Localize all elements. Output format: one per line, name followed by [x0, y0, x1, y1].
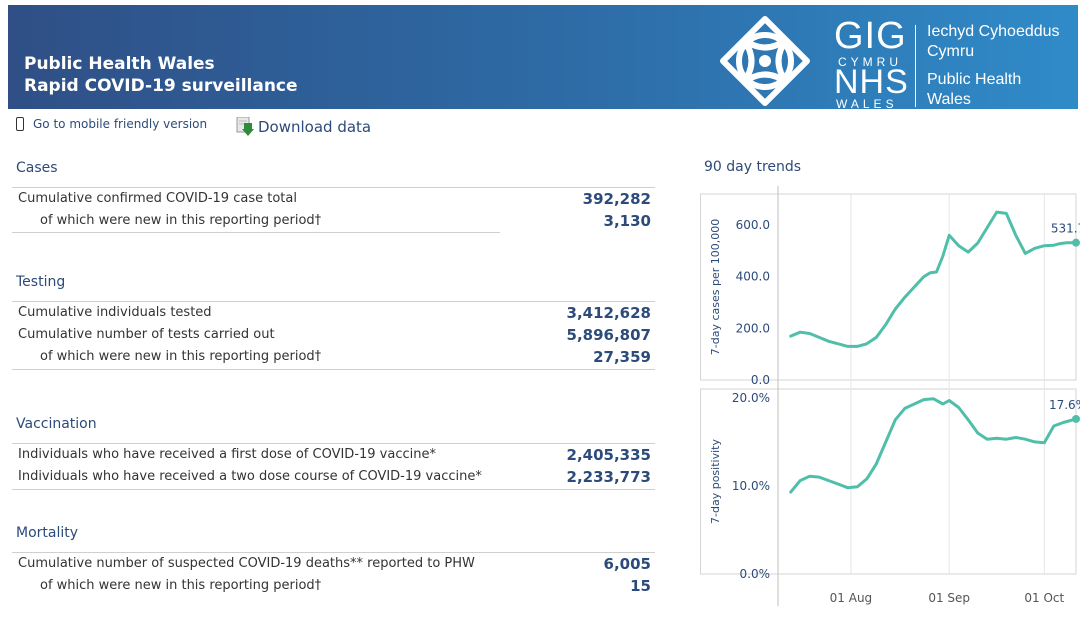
- chart-y-tick-label: 600.0: [736, 218, 770, 232]
- cases-new-row: of which were new in this reporting peri…: [12, 210, 655, 232]
- chart-series-line-cases: [789, 210, 1078, 348]
- chart-y-tick-label: 0.0: [751, 373, 770, 387]
- chart-y-tick-label: 20.0%: [732, 391, 770, 405]
- chart-x-tick-label: 01 Sep: [928, 591, 970, 605]
- chart-y-tick-label: 10.0%: [732, 479, 770, 493]
- logo-wales-text: WALES: [836, 97, 898, 111]
- row-value: 3,412,628: [566, 304, 651, 322]
- org-name-english-line1: Public Health: [927, 71, 1022, 88]
- page-subtitle: Rapid COVID-19 surveillance: [24, 76, 298, 96]
- trends-title: 90 day trends: [704, 159, 802, 175]
- chart-end-value-label-positivity: 17.6%: [1049, 398, 1080, 412]
- chart-panel-frame: [700, 193, 1077, 381]
- row-value: 15: [630, 577, 651, 595]
- vaccination-two-dose-row: Individuals who have received a two dose…: [12, 466, 655, 488]
- mortality-new-row: of which were new in this reporting peri…: [12, 575, 655, 597]
- logo-divider: [915, 25, 916, 107]
- chart-x-tick-label: 01 Oct: [1024, 591, 1064, 605]
- celtic-knot-logo-icon: [720, 16, 810, 106]
- row-value: 27,359: [593, 348, 651, 366]
- vaccination-first-dose-row: Individuals who have received a first do…: [12, 444, 655, 466]
- row-label: Individuals who have received a two dose…: [18, 469, 482, 484]
- testing-section-title: Testing: [16, 274, 66, 290]
- row-value: 2,405,335: [566, 446, 651, 464]
- divider: [12, 232, 500, 233]
- chart-y-tick-label: 0.0%: [740, 567, 771, 581]
- divider: [12, 301, 655, 302]
- mobile-version-label: Go to mobile friendly version: [33, 117, 208, 131]
- chart-end-point-positivity: [1072, 414, 1080, 423]
- download-icon: [236, 117, 254, 136]
- logo-gig-text: GIG: [834, 15, 907, 57]
- mobile-version-link[interactable]: Go to mobile friendly version: [16, 117, 207, 131]
- chart-end-value-label-cases: 531.7: [1051, 222, 1080, 236]
- trends-chart: 01 Aug 01 Sep 01 Oct 0.0 200.0 400.0 600.0 7-da…: [700, 186, 1080, 606]
- row-label: Cumulative individuals tested: [18, 305, 212, 320]
- chart-y-tick-label: 200.0: [736, 321, 770, 335]
- testing-new-row: of which were new in this reporting peri…: [12, 346, 655, 368]
- mobile-phone-icon: [16, 117, 24, 131]
- org-name-welsh-line1: Iechyd Cyhoeddus: [927, 23, 1060, 40]
- org-name-welsh-line2: Cymru: [927, 43, 975, 60]
- cases-cumulative-row: Cumulative confirmed COVID-19 case total…: [12, 188, 655, 210]
- divider: [12, 369, 655, 370]
- chart-y-axis-label: 7-day positivity: [709, 439, 722, 524]
- row-label: of which were new in this reporting peri…: [40, 578, 322, 593]
- org-name-english-line2: Wales: [927, 91, 971, 108]
- row-label: of which were new in this reporting peri…: [40, 213, 322, 228]
- row-value: 392,282: [582, 190, 651, 208]
- chart-y-tick-label: 400.0: [736, 270, 770, 284]
- chart-x-tick-label: 01 Aug: [830, 591, 873, 605]
- row-label: Cumulative confirmed COVID-19 case total: [18, 191, 297, 206]
- logo-cymru-text: CYMRU: [838, 55, 902, 69]
- header-banner: Public Health Wales Rapid COVID-19 surve…: [8, 5, 1078, 111]
- chart-panel-frame: [700, 388, 1077, 575]
- download-data-label: Download data: [258, 118, 372, 136]
- row-value: 3,130: [603, 212, 651, 230]
- row-label: Cumulative number of suspected COVID-19 …: [18, 556, 475, 571]
- cases-section-title: Cases: [16, 160, 58, 176]
- mortality-cumulative-row: Cumulative number of suspected COVID-19 …: [12, 553, 655, 575]
- divider: [12, 187, 655, 188]
- chart-end-point-cases: [1072, 238, 1080, 247]
- row-value: 5,896,807: [566, 326, 651, 344]
- row-label: Individuals who have received a first do…: [18, 447, 436, 462]
- chart-series-line-positivity: [789, 397, 1078, 494]
- row-value: 2,233,773: [566, 468, 651, 486]
- divider: [12, 443, 655, 444]
- row-label: of which were new in this reporting peri…: [40, 349, 322, 364]
- testing-individuals-row: Cumulative individuals tested 3,412,628: [12, 302, 655, 324]
- chart-y-axis-label: 7-day cases per 100,000: [709, 219, 722, 355]
- testing-tests-row: Cumulative number of tests carried out 5…: [12, 324, 655, 346]
- logo-nhs-text: NHS: [834, 63, 909, 101]
- download-data-link[interactable]: Download data: [236, 117, 371, 137]
- vaccination-section-title: Vaccination: [16, 416, 97, 432]
- page-title: Public Health Wales: [24, 54, 215, 74]
- row-value: 6,005: [603, 555, 651, 573]
- divider: [12, 489, 655, 490]
- divider: [12, 552, 655, 553]
- mortality-section-title: Mortality: [16, 525, 79, 541]
- row-label: Cumulative number of tests carried out: [18, 327, 275, 342]
